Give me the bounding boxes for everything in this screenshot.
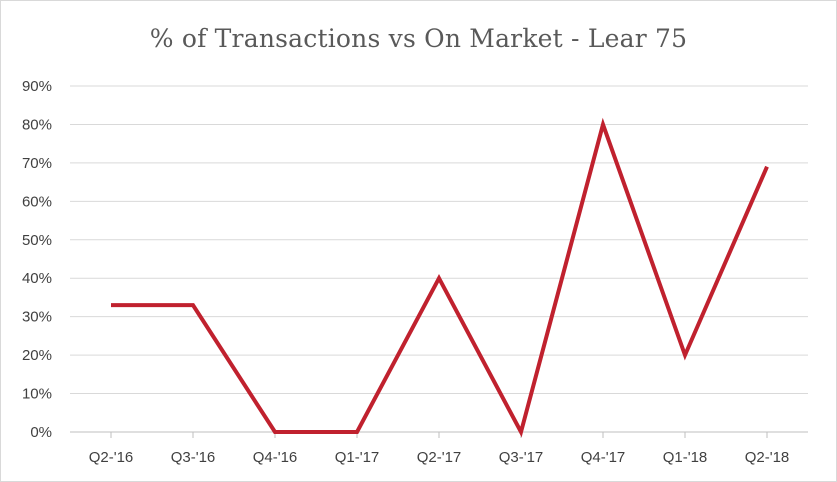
x-tick-label: Q3-'17 [499, 449, 544, 466]
y-tick-label: 70% [22, 155, 52, 172]
x-tick-label: Q4-'16 [253, 449, 298, 466]
chart-title: % of Transactions vs On Market - Lear 75 [149, 24, 688, 53]
x-tick-label: Q3-'16 [171, 449, 216, 466]
y-tick-label: 50% [22, 232, 52, 249]
y-axis-tick-labels: 0% 10% 20% 30% 40% 50% 60% 70% 80% 90% [22, 78, 52, 441]
x-tick-label: Q1-'17 [335, 449, 380, 466]
y-tick-label: 30% [22, 309, 52, 326]
series-layer [110, 117, 769, 438]
y-tick-label: 80% [22, 116, 52, 133]
x-axis-tick-labels: Q2-'16 Q3-'16 Q4-'16 Q1-'17 Q2-'17 Q3-'17 Q4-'… [89, 449, 790, 466]
x-tick-label: Q4-'17 [581, 449, 626, 466]
y-tick-label: 20% [22, 347, 52, 364]
x-tick-label: Q2-'18 [745, 449, 790, 466]
x-tick-label: Q1-'18 [663, 449, 708, 466]
y-tick-label: 10% [22, 386, 52, 403]
x-tick-label: Q2-'17 [417, 449, 462, 466]
y-tick-label: 40% [22, 270, 52, 287]
y-tick-label: 90% [22, 78, 52, 95]
x-tick-label: Q2-'16 [89, 449, 134, 466]
y-tick-label: 60% [22, 193, 52, 210]
grid-lines [70, 85, 808, 395]
y-tick-label: 0% [30, 424, 52, 441]
x-axis [70, 431, 808, 438]
